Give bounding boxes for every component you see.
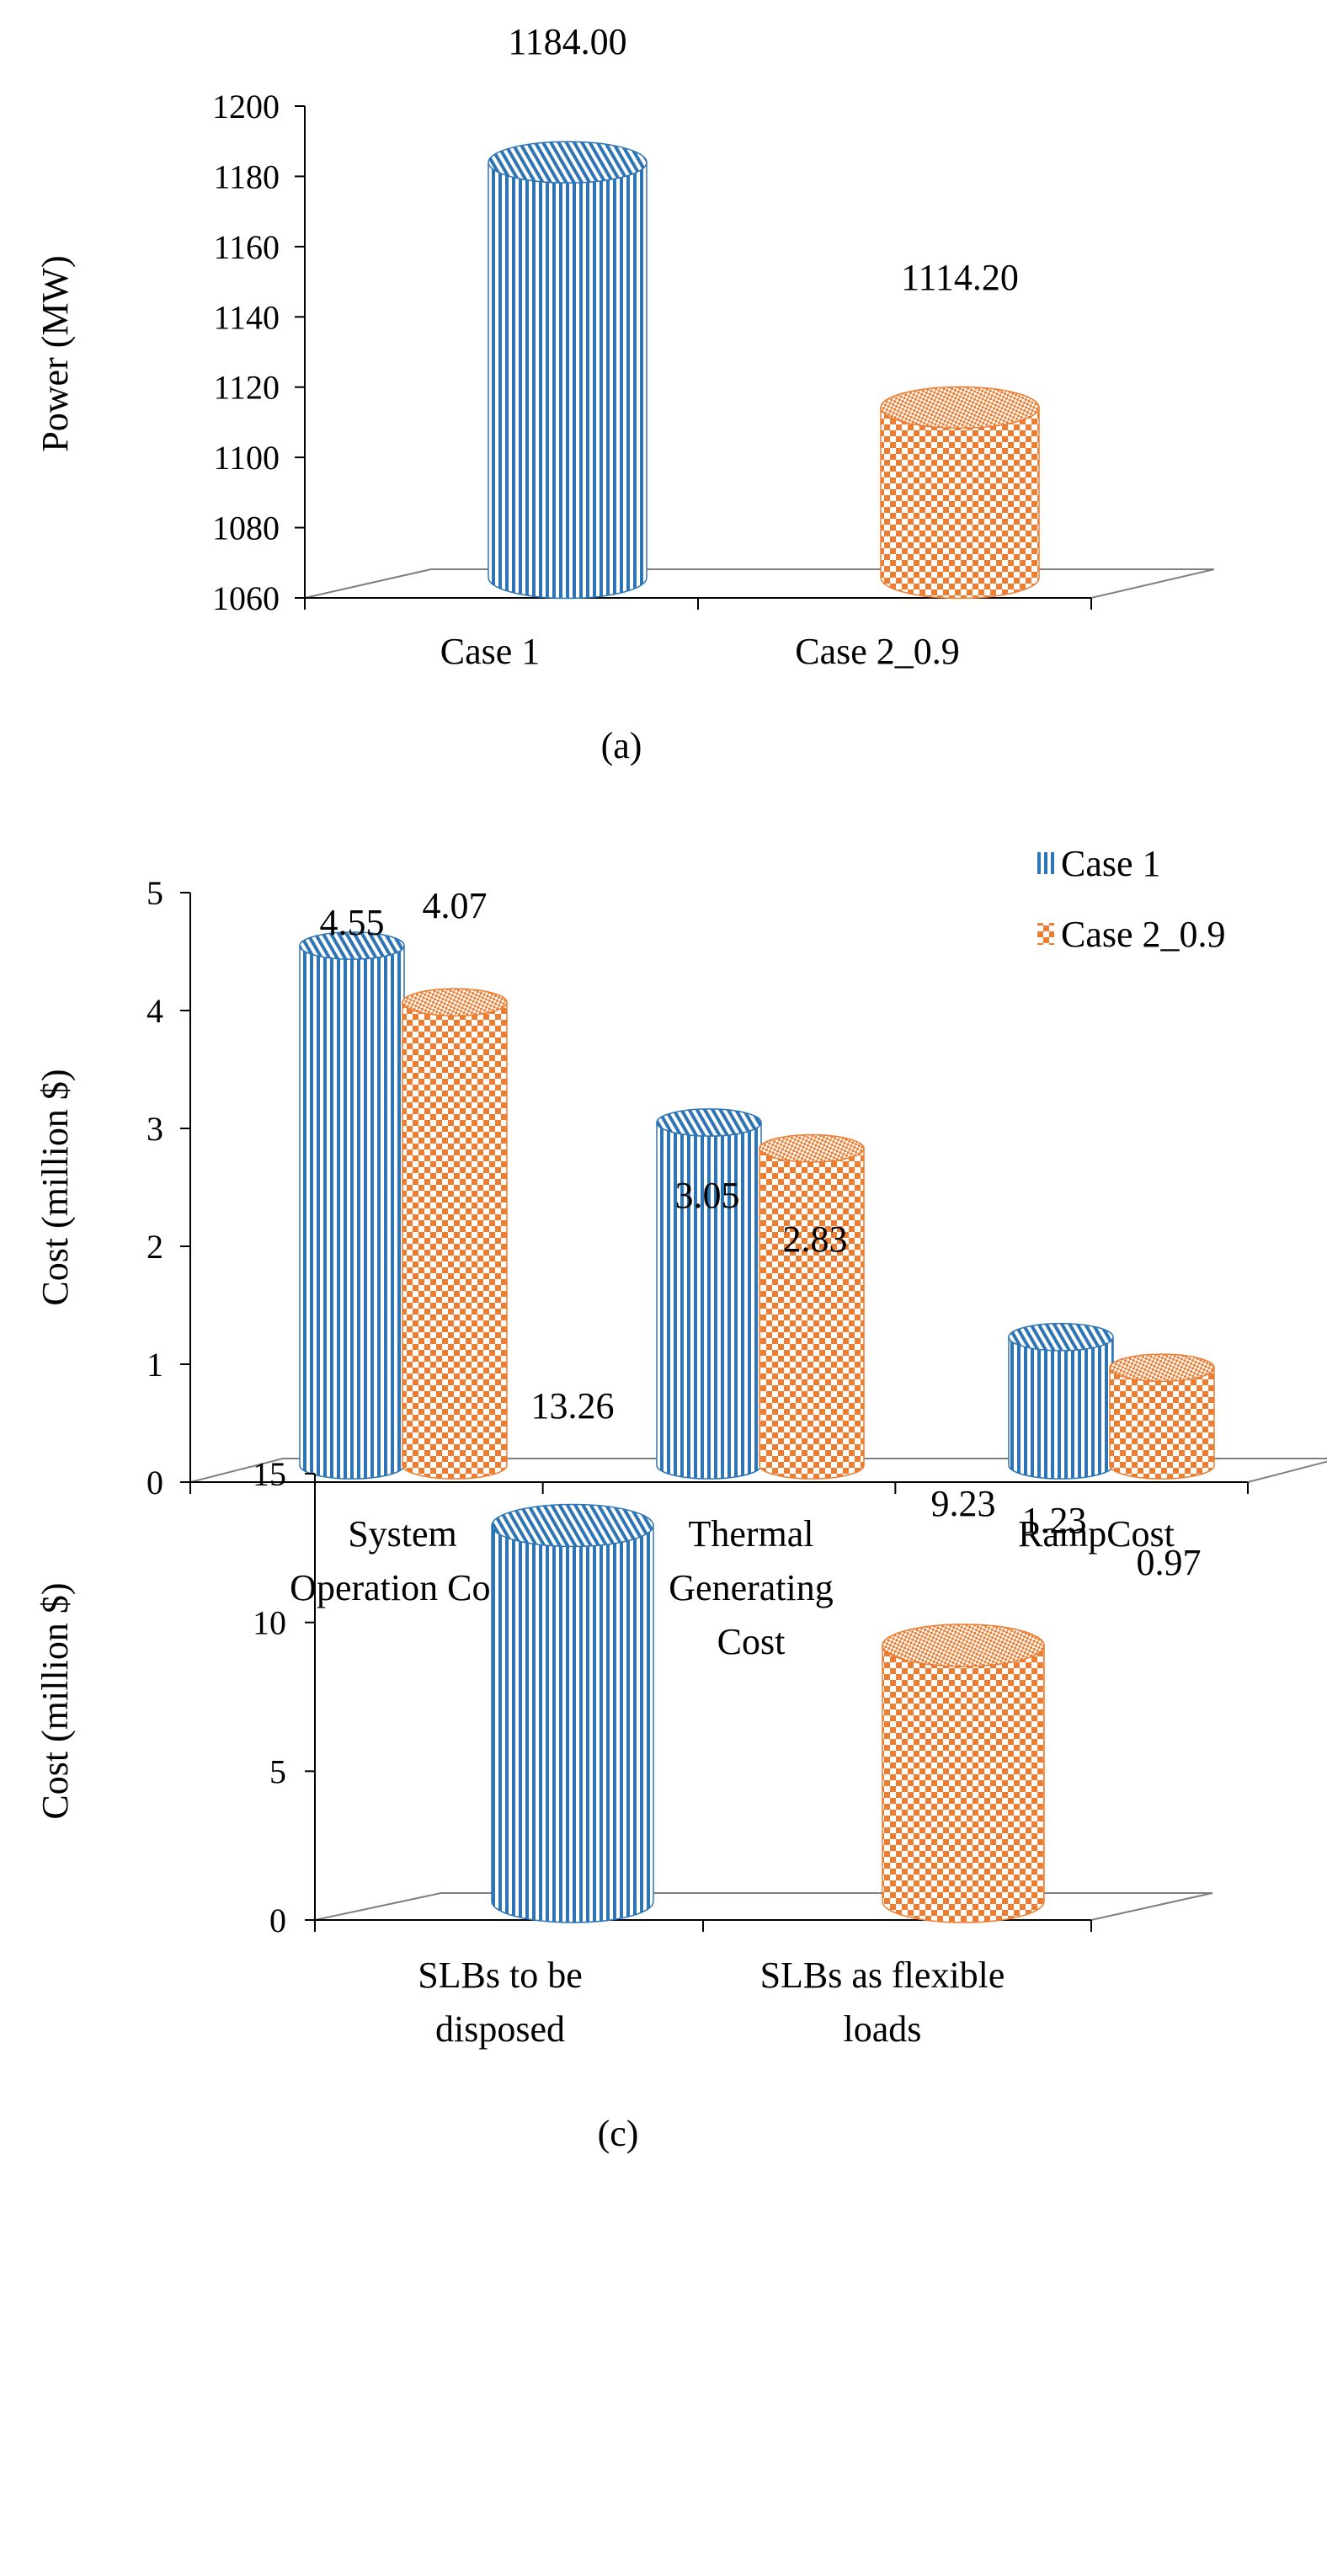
bar-top <box>1109 1353 1215 1383</box>
bar <box>882 1645 1045 1923</box>
bar-top <box>488 141 648 184</box>
x-category-label: SLBs to be <box>418 1955 583 1996</box>
y-tick-label: 1100 <box>213 439 280 477</box>
bar <box>880 407 1040 600</box>
bar-top <box>299 931 405 960</box>
data-label: 1114.20 <box>901 257 1019 298</box>
legend-label: Case 2_0.9 <box>1061 914 1226 955</box>
panel-caption: (c) <box>598 2113 639 2154</box>
data-label: 9.23 <box>931 1483 996 1524</box>
data-label: 4.07 <box>423 885 488 926</box>
x-category-label: Operation Cost <box>290 1567 515 1608</box>
bar-top <box>402 988 508 1017</box>
bar <box>656 1122 762 1480</box>
x-category-label: RampCost <box>1018 1513 1175 1555</box>
bar <box>1008 1336 1114 1480</box>
y-axis-title: Cost (million $) <box>35 1582 76 1819</box>
y-tick-label: 1 <box>147 1346 163 1384</box>
y-tick-label: 15 <box>253 1455 286 1493</box>
bar <box>488 161 648 600</box>
y-tick-label: 1180 <box>213 157 280 195</box>
chart-b: 0 1 2 3 4 5 4.55 4.07 3.05 2.83 1.23 0.97 System Oper… <box>35 843 1327 1785</box>
y-tick-label: 4 <box>147 992 163 1030</box>
y-axis-title: Cost (million $) <box>35 1069 76 1305</box>
y-tick-label: 3 <box>147 1110 163 1148</box>
bar-top <box>880 386 1040 429</box>
data-label: 2.83 <box>783 1219 848 1260</box>
data-label: 13.26 <box>531 1385 615 1427</box>
bar-top <box>491 1503 654 1548</box>
y-tick-label: 2 <box>147 1228 163 1266</box>
x-category-label: System <box>348 1513 457 1555</box>
x-category-label: Thermal <box>688 1513 813 1555</box>
chart-a: 1060 1080 1100 1120 1140 1160 1180 1200 1184.00 1… <box>35 21 1215 766</box>
y-tick-label: 1080 <box>212 509 280 547</box>
bar <box>1109 1367 1215 1480</box>
y-tick-label: 1200 <box>212 88 280 125</box>
bar-top <box>656 1108 762 1137</box>
x-category-label: SLBs as flexible <box>760 1955 1005 1996</box>
y-tick-label: 1120 <box>213 369 280 407</box>
y-tick-label: 10 <box>253 1604 286 1642</box>
legend: Case 1 Case 2_0.9 <box>1037 843 1226 955</box>
bar-top <box>882 1624 1045 1667</box>
y-tick-label: 5 <box>269 1752 286 1790</box>
data-label: 0.97 <box>1137 1542 1202 1583</box>
x-category-label: Case 2_0.9 <box>795 631 960 672</box>
legend-swatch <box>1037 923 1054 945</box>
data-label: 1.23 <box>1022 1500 1087 1541</box>
floor-plane <box>314 1892 1213 1921</box>
bar <box>759 1148 865 1480</box>
x-category-label: Cost <box>717 1621 786 1662</box>
bar-top <box>759 1133 865 1163</box>
bar <box>299 945 405 1480</box>
bar <box>491 1524 654 1923</box>
y-tick-label: 0 <box>269 1901 286 1939</box>
legend-label: Case 1 <box>1061 843 1161 884</box>
data-label: 3.05 <box>675 1175 740 1216</box>
y-tick-label: 0 <box>147 1464 163 1501</box>
x-category-label: Case 1 <box>440 631 541 672</box>
y-tick-label: 1160 <box>213 228 280 266</box>
chart-c: 0 5 10 15 13.26 9.23 SLBs to be disposed SLBs as… <box>35 1385 1213 2154</box>
y-tick-label: 1140 <box>213 298 280 336</box>
bar <box>402 1001 508 1480</box>
x-category-label: Generating <box>669 1567 833 1608</box>
x-category-label: disposed <box>435 2008 565 2050</box>
bar-top <box>1008 1322 1114 1352</box>
x-category-label: loads <box>844 2008 922 2050</box>
floor-plane <box>304 568 1215 599</box>
y-tick-label: 5 <box>147 874 163 912</box>
legend-swatch <box>1037 852 1054 874</box>
data-label: 4.55 <box>320 902 385 943</box>
y-axis-title: Power (MW) <box>35 255 76 451</box>
panel-caption: (a) <box>601 725 642 766</box>
y-tick-label: 1060 <box>212 579 280 617</box>
data-label: 1184.00 <box>508 21 626 62</box>
